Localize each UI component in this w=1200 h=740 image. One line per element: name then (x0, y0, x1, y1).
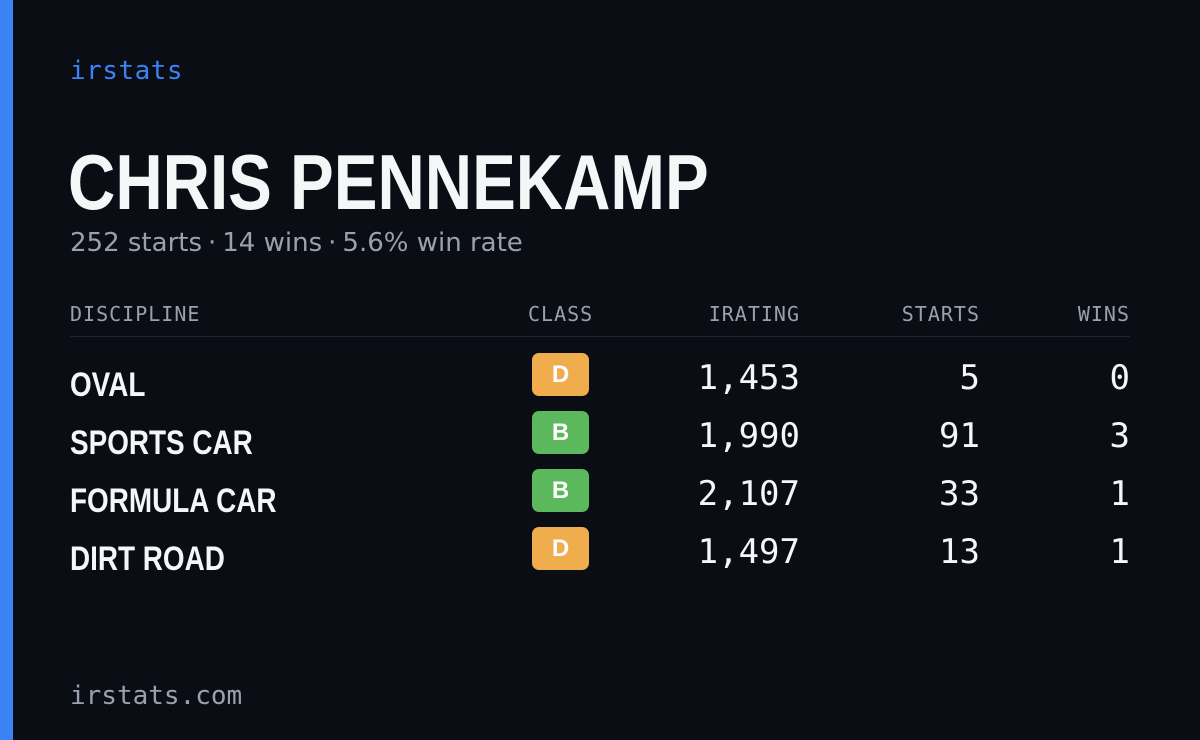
class-badge: D (532, 353, 589, 396)
starts-count: 252 starts (70, 228, 202, 258)
brand-logo: irstats (70, 56, 184, 86)
header-irating: IRATING (708, 302, 800, 326)
irating-value: 1,497 (697, 532, 800, 572)
starts-value: 13 (939, 532, 980, 572)
table-row: SPORTS CAR B 1,990 91 3 (70, 411, 1130, 469)
irating-value: 1,453 (697, 358, 800, 398)
starts-value: 91 (939, 416, 980, 456)
header-starts: STARTS (901, 302, 980, 326)
table-row: OVAL D 1,453 5 0 (70, 353, 1130, 411)
separator: · (328, 228, 337, 258)
player-summary: 252 starts · 14 wins · 5.6% win rate (70, 228, 523, 258)
irating-value: 1,990 (697, 416, 800, 456)
discipline-name: SPORTS CAR (70, 424, 253, 462)
accent-bar (0, 0, 13, 740)
wins-count: 14 wins (222, 228, 323, 258)
class-badge: B (532, 469, 589, 512)
starts-value: 5 (959, 358, 980, 398)
header-wins: WINS (1077, 302, 1130, 326)
class-badge: D (532, 527, 589, 570)
discipline-name: FORMULA CAR (70, 482, 277, 520)
class-badge: B (532, 411, 589, 454)
win-rate: 5.6% win rate (342, 228, 523, 258)
wins-value: 1 (1109, 532, 1130, 572)
table-row: DIRT ROAD D 1,497 13 1 (70, 527, 1130, 585)
footer-url: irstats.com (70, 681, 243, 711)
wins-value: 3 (1109, 416, 1130, 456)
wins-value: 0 (1109, 358, 1130, 398)
starts-value: 33 (939, 474, 980, 514)
header-class: CLASS (528, 302, 594, 326)
table-row: FORMULA CAR B 2,107 33 1 (70, 469, 1130, 527)
table-body: OVAL D 1,453 5 0 SPORTS CAR B 1,990 91 3… (70, 337, 1130, 585)
irating-value: 2,107 (697, 474, 800, 514)
header-discipline: DISCIPLINE (70, 302, 201, 326)
player-name: CHRIS PENNEKAMP (68, 138, 709, 226)
separator: · (208, 228, 217, 258)
table-header: DISCIPLINE CLASS IRATING STARTS WINS (70, 296, 1130, 337)
discipline-name: DIRT ROAD (70, 540, 225, 578)
discipline-name: OVAL (70, 366, 146, 404)
discipline-table: DISCIPLINE CLASS IRATING STARTS WINS OVA… (70, 296, 1130, 585)
wins-value: 1 (1109, 474, 1130, 514)
